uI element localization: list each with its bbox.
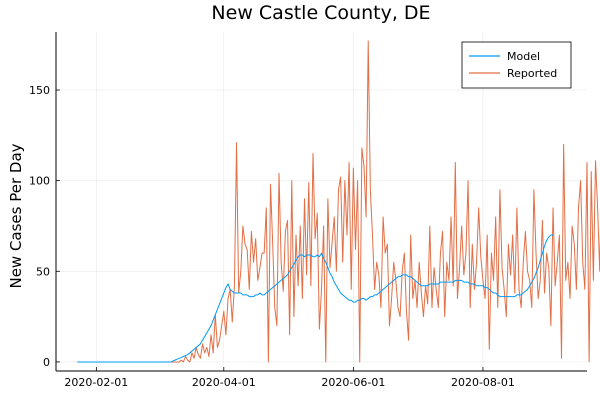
x-tick-label: 2020-04-01 — [192, 376, 256, 389]
series-lines — [77, 40, 600, 363]
axes — [55, 32, 587, 372]
legend-label-reported: Reported — [507, 67, 557, 80]
series-line-model — [77, 234, 554, 363]
y-axis-label: New Cases Per Day — [7, 143, 25, 288]
legend-label-model: Model — [507, 50, 540, 63]
x-tick-label: 2020-02-01 — [64, 376, 128, 389]
y-tick-label: 0 — [43, 356, 50, 369]
x-tick-label: 2020-08-01 — [451, 376, 515, 389]
legend-box — [461, 41, 572, 89]
x-tick-label: 2020-06-01 — [321, 376, 385, 389]
y-tick-label: 150 — [29, 84, 50, 97]
tick-labels: 2020-02-01 2020-04-01 2020-06-01 2020-08-01… — [29, 84, 515, 389]
legend: Model Reported — [461, 41, 572, 89]
chart-title: New Castle County, DE — [211, 2, 430, 24]
y-tick-label: 100 — [29, 175, 50, 188]
y-tick-label: 50 — [36, 265, 50, 278]
